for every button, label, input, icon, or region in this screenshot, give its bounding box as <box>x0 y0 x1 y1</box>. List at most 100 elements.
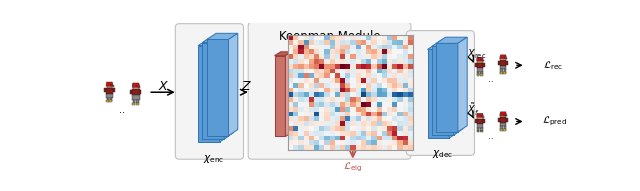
Polygon shape <box>506 115 507 116</box>
Circle shape <box>110 84 111 85</box>
Polygon shape <box>436 43 458 132</box>
Text: Koopman Module: Koopman Module <box>279 30 380 43</box>
Polygon shape <box>275 56 285 137</box>
Polygon shape <box>132 103 135 104</box>
Polygon shape <box>202 43 224 139</box>
Circle shape <box>504 114 505 115</box>
Polygon shape <box>106 100 109 102</box>
Text: ..: .. <box>488 75 493 84</box>
Text: ..: .. <box>488 132 493 141</box>
Polygon shape <box>477 114 483 119</box>
Polygon shape <box>198 40 229 46</box>
Polygon shape <box>136 103 139 104</box>
Polygon shape <box>224 36 234 139</box>
Text: $X$: $X$ <box>158 80 170 93</box>
Polygon shape <box>110 98 113 101</box>
Polygon shape <box>475 119 477 123</box>
Polygon shape <box>132 83 140 87</box>
Polygon shape <box>220 40 229 142</box>
Polygon shape <box>436 37 467 43</box>
Polygon shape <box>480 74 483 76</box>
Text: $Z$: $Z$ <box>241 80 252 93</box>
Polygon shape <box>483 119 484 123</box>
Polygon shape <box>500 56 506 60</box>
FancyBboxPatch shape <box>248 22 411 159</box>
Polygon shape <box>483 63 484 67</box>
FancyBboxPatch shape <box>175 24 244 159</box>
Circle shape <box>504 57 505 58</box>
Polygon shape <box>432 46 454 135</box>
Polygon shape <box>506 57 507 59</box>
FancyBboxPatch shape <box>406 31 474 155</box>
Polygon shape <box>477 119 483 124</box>
Polygon shape <box>477 63 483 68</box>
Polygon shape <box>428 43 458 49</box>
Polygon shape <box>432 40 463 46</box>
Polygon shape <box>481 128 483 131</box>
Polygon shape <box>109 100 113 102</box>
Polygon shape <box>458 37 467 132</box>
Circle shape <box>136 86 138 87</box>
Polygon shape <box>106 98 109 101</box>
Polygon shape <box>106 82 113 86</box>
Polygon shape <box>106 94 113 98</box>
Polygon shape <box>500 69 502 73</box>
Polygon shape <box>500 113 506 117</box>
Text: ..: .. <box>119 105 125 115</box>
Text: $\mathcal{L}_{\mathrm{rec}}$: $\mathcal{L}_{\mathrm{rec}}$ <box>543 59 563 72</box>
Text: $X_{\mathrm{rec}}$: $X_{\mathrm{rec}}$ <box>467 47 486 61</box>
Polygon shape <box>477 131 479 132</box>
Polygon shape <box>428 49 449 138</box>
Text: $\mathcal{L}_{\mathrm{pred}}$: $\mathcal{L}_{\mathrm{pred}}$ <box>541 115 567 128</box>
Text: $Z_f$: $Z_f$ <box>289 102 301 116</box>
Polygon shape <box>132 100 135 103</box>
Text: $Z, \tilde{Z}$: $Z, \tilde{Z}$ <box>395 78 416 94</box>
Polygon shape <box>106 88 113 94</box>
Polygon shape <box>449 43 458 138</box>
Polygon shape <box>500 60 506 66</box>
Text: $Z_p$: $Z_p$ <box>289 56 302 70</box>
Polygon shape <box>504 69 506 73</box>
Polygon shape <box>504 126 506 130</box>
Polygon shape <box>500 129 502 131</box>
Polygon shape <box>499 118 500 121</box>
Polygon shape <box>477 68 483 72</box>
Polygon shape <box>228 33 238 136</box>
Polygon shape <box>500 66 506 69</box>
Polygon shape <box>207 33 238 40</box>
Polygon shape <box>483 60 484 62</box>
Polygon shape <box>198 46 220 142</box>
Polygon shape <box>454 40 463 135</box>
Polygon shape <box>477 74 479 76</box>
Polygon shape <box>136 100 139 103</box>
Polygon shape <box>275 52 292 56</box>
Polygon shape <box>104 88 106 92</box>
Polygon shape <box>140 90 141 94</box>
Polygon shape <box>202 36 234 43</box>
Text: $C$: $C$ <box>348 140 358 153</box>
Polygon shape <box>500 123 506 126</box>
Polygon shape <box>130 90 132 94</box>
Text: $\chi_{\mathrm{dec}}$: $\chi_{\mathrm{dec}}$ <box>432 148 453 160</box>
Polygon shape <box>477 58 483 63</box>
Polygon shape <box>207 40 228 136</box>
Text: $\tilde{X}_f$: $\tilde{X}_f$ <box>467 102 479 118</box>
Polygon shape <box>113 88 115 92</box>
Polygon shape <box>477 113 483 117</box>
Polygon shape <box>506 118 508 121</box>
Polygon shape <box>106 83 113 88</box>
Polygon shape <box>500 117 506 123</box>
Polygon shape <box>500 126 502 130</box>
Polygon shape <box>132 84 139 89</box>
Polygon shape <box>480 131 483 132</box>
Polygon shape <box>481 72 483 75</box>
Polygon shape <box>477 124 483 128</box>
Polygon shape <box>477 128 479 131</box>
Polygon shape <box>483 116 484 118</box>
Polygon shape <box>477 72 479 75</box>
Polygon shape <box>499 61 500 65</box>
Text: $\chi_{\mathrm{enc}}$: $\chi_{\mathrm{enc}}$ <box>203 153 224 165</box>
Polygon shape <box>500 112 506 116</box>
Polygon shape <box>500 72 502 74</box>
Polygon shape <box>475 63 477 67</box>
